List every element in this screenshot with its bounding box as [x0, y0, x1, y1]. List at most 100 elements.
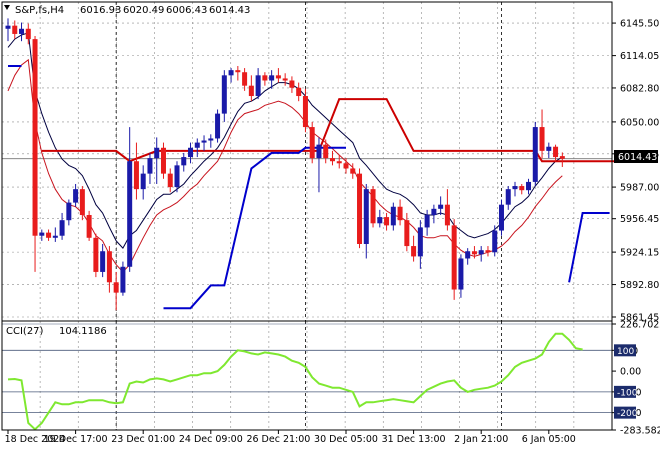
time-tick-label: 24 Dec 09:00: [179, 434, 243, 445]
candle-bull: [208, 138, 214, 141]
ohlc-low: 6006.43: [166, 5, 207, 16]
candle-bear: [275, 75, 281, 79]
candle-bull: [390, 206, 396, 226]
candle-bear: [46, 232, 52, 238]
cci-level-badge: [614, 406, 636, 419]
candle-bull: [194, 142, 200, 148]
time-tick-label: 26 Dec 21:00: [246, 434, 310, 445]
ohlc-close: 6014.43: [209, 5, 250, 16]
candle-bear: [411, 246, 417, 257]
price-tick-label: 6145.50: [620, 19, 659, 30]
cci-line: [7, 332, 583, 431]
candle-bull: [532, 127, 538, 182]
candle-bear: [32, 39, 38, 236]
price-tick-label: 6082.80: [620, 83, 659, 94]
candle-bear: [444, 204, 450, 226]
candle-bear: [357, 173, 363, 244]
candle-bear: [248, 85, 254, 97]
cci-tick-label: -283.5829: [620, 426, 660, 437]
candle-bull: [120, 266, 126, 293]
candle-bear: [370, 189, 376, 224]
current-price-badge: [614, 150, 658, 163]
candle-bull: [424, 215, 430, 228]
price-tick-label: 6114.05: [620, 51, 659, 62]
candle-bull: [458, 258, 464, 290]
time-tick-label: 19 Dec 17:00: [44, 434, 108, 445]
candle-bull: [154, 147, 160, 159]
candle-bear: [86, 215, 92, 238]
time-tick-label: 18 Dec 2024: [5, 434, 66, 445]
candle-bear: [289, 80, 295, 88]
candle-bull: [512, 186, 518, 190]
candle-bull: [478, 250, 484, 255]
cci-level-badge-text: 100: [617, 347, 634, 357]
candle-bear: [404, 220, 410, 247]
candle-bull: [492, 230, 498, 253]
candle-bull: [127, 161, 133, 267]
candle-bear: [343, 163, 349, 169]
time-tick-label: 30 Dec 05:00: [314, 434, 378, 445]
step_blue-line: [8, 65, 610, 310]
candle-bear: [106, 251, 112, 283]
candle-bull: [73, 189, 79, 203]
dropdown-arrow-icon[interactable]: [4, 5, 10, 10]
candle-bull: [255, 75, 261, 97]
candle-bull: [269, 75, 275, 81]
candle-bull: [147, 158, 153, 174]
cci-tick-label: 0.00: [620, 367, 641, 378]
candle-bull: [465, 251, 471, 259]
cci-value-label: 104.1186: [59, 326, 107, 337]
cci-pane: [2, 321, 612, 431]
candle-bull: [59, 220, 65, 236]
candle-bull: [221, 75, 227, 114]
price-tick-label: 6050.00: [620, 117, 659, 128]
candle-bear: [539, 127, 545, 151]
cci-tick-label: 226.7022: [620, 320, 660, 331]
candle-bull: [181, 157, 187, 166]
candle-bear: [242, 72, 248, 86]
ohlc-high: 6020.49: [123, 5, 164, 16]
candle-bull: [546, 146, 552, 151]
candle-bear: [79, 189, 85, 216]
price-tick-label: 5861.45: [620, 313, 659, 324]
time-tick-label: 31 Dec 13:00: [382, 434, 446, 445]
ema_slow-line: [7, 58, 563, 273]
price-tick-label: 5956.45: [620, 214, 659, 225]
candle-bear: [282, 78, 288, 81]
candle-bear: [559, 156, 565, 159]
candle-bear: [350, 168, 356, 174]
candle-bull: [140, 173, 146, 190]
candle-bear: [167, 173, 173, 188]
cci-pane-frame: [1, 320, 613, 431]
candle-bear: [235, 70, 241, 73]
cci-level-badge-text: -100: [617, 388, 638, 398]
cci-level-badge-text: -200: [617, 409, 638, 419]
price-tick-label: 5892.80: [620, 280, 659, 291]
candle-bear: [12, 25, 18, 34]
candle-bull: [377, 217, 383, 224]
candle-bull: [52, 235, 58, 238]
candle-bear: [329, 158, 335, 162]
symbol-label: S&P,fs,H4: [15, 5, 64, 16]
current-price-badge-text: 6014.43: [618, 152, 657, 163]
candle-bear: [519, 186, 525, 191]
time-tick-label: 6 Jan 05:00: [522, 434, 576, 445]
candle-bear: [397, 206, 403, 221]
candle-bull: [363, 189, 369, 244]
candle-bull: [174, 165, 180, 188]
ohlc-open: 6016.93: [80, 5, 121, 16]
price-tick-label: 5987.00: [620, 183, 659, 194]
candle-bull: [431, 208, 437, 216]
candle-bear: [553, 146, 559, 158]
cci-level-badge: [614, 344, 636, 357]
candle-bull: [215, 113, 221, 139]
price-pane: [2, 2, 624, 321]
candle-bear: [160, 147, 166, 174]
candle-bear: [302, 96, 308, 128]
cci-level-badge: [614, 385, 636, 398]
candle-bull: [66, 202, 72, 221]
candle-bull: [201, 140, 207, 143]
candle-bear: [262, 75, 268, 81]
candle-bull: [100, 251, 106, 272]
